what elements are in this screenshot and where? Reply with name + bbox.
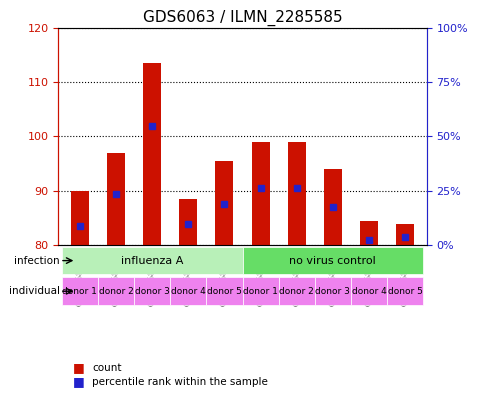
Text: donor 4: donor 4 <box>170 287 205 296</box>
Text: ■: ■ <box>73 375 84 388</box>
Text: donor 3: donor 3 <box>135 287 169 296</box>
Text: influenza A: influenza A <box>121 255 183 266</box>
Text: count: count <box>92 364 121 373</box>
Bar <box>395 224 413 245</box>
Text: GSM1684103: GSM1684103 <box>400 245 409 306</box>
Text: ■: ■ <box>73 362 84 375</box>
Bar <box>323 169 341 245</box>
Text: donor 1: donor 1 <box>62 287 97 296</box>
Text: percentile rank within the sample: percentile rank within the sample <box>92 377 268 387</box>
Text: GSM1684096: GSM1684096 <box>75 245 84 306</box>
Text: donor 5: donor 5 <box>387 287 422 296</box>
FancyBboxPatch shape <box>386 277 423 305</box>
FancyBboxPatch shape <box>206 277 242 305</box>
Text: GSM1684101: GSM1684101 <box>364 245 373 306</box>
Text: donor 4: donor 4 <box>351 287 386 296</box>
FancyBboxPatch shape <box>350 277 386 305</box>
Bar <box>215 161 233 245</box>
Text: donor 2: donor 2 <box>279 287 314 296</box>
Text: individual: individual <box>9 286 60 296</box>
Text: GSM1684104: GSM1684104 <box>219 245 228 306</box>
Bar <box>179 199 197 245</box>
FancyBboxPatch shape <box>61 247 242 274</box>
FancyBboxPatch shape <box>170 277 206 305</box>
FancyBboxPatch shape <box>61 277 98 305</box>
Text: GSM1684095: GSM1684095 <box>256 245 265 306</box>
Text: GSM1684102: GSM1684102 <box>183 245 193 306</box>
Bar <box>359 221 377 245</box>
FancyBboxPatch shape <box>242 277 278 305</box>
Text: infection: infection <box>15 255 60 266</box>
FancyBboxPatch shape <box>242 247 423 274</box>
Text: GSM1684097: GSM1684097 <box>291 245 301 306</box>
Text: donor 5: donor 5 <box>207 287 242 296</box>
Title: GDS6063 / ILMN_2285585: GDS6063 / ILMN_2285585 <box>142 10 342 26</box>
Bar <box>107 153 125 245</box>
Bar <box>251 142 269 245</box>
FancyBboxPatch shape <box>314 277 350 305</box>
Text: GSM1684100: GSM1684100 <box>147 245 156 306</box>
Text: donor 1: donor 1 <box>242 287 277 296</box>
Text: GSM1684099: GSM1684099 <box>328 245 337 306</box>
Text: no virus control: no virus control <box>289 255 376 266</box>
Text: GSM1684098: GSM1684098 <box>111 245 120 306</box>
Bar <box>71 191 89 245</box>
FancyBboxPatch shape <box>278 277 314 305</box>
Text: donor 2: donor 2 <box>98 287 133 296</box>
Bar <box>143 63 161 245</box>
FancyBboxPatch shape <box>98 277 134 305</box>
Text: donor 3: donor 3 <box>315 287 349 296</box>
Bar <box>287 142 305 245</box>
FancyBboxPatch shape <box>134 277 170 305</box>
